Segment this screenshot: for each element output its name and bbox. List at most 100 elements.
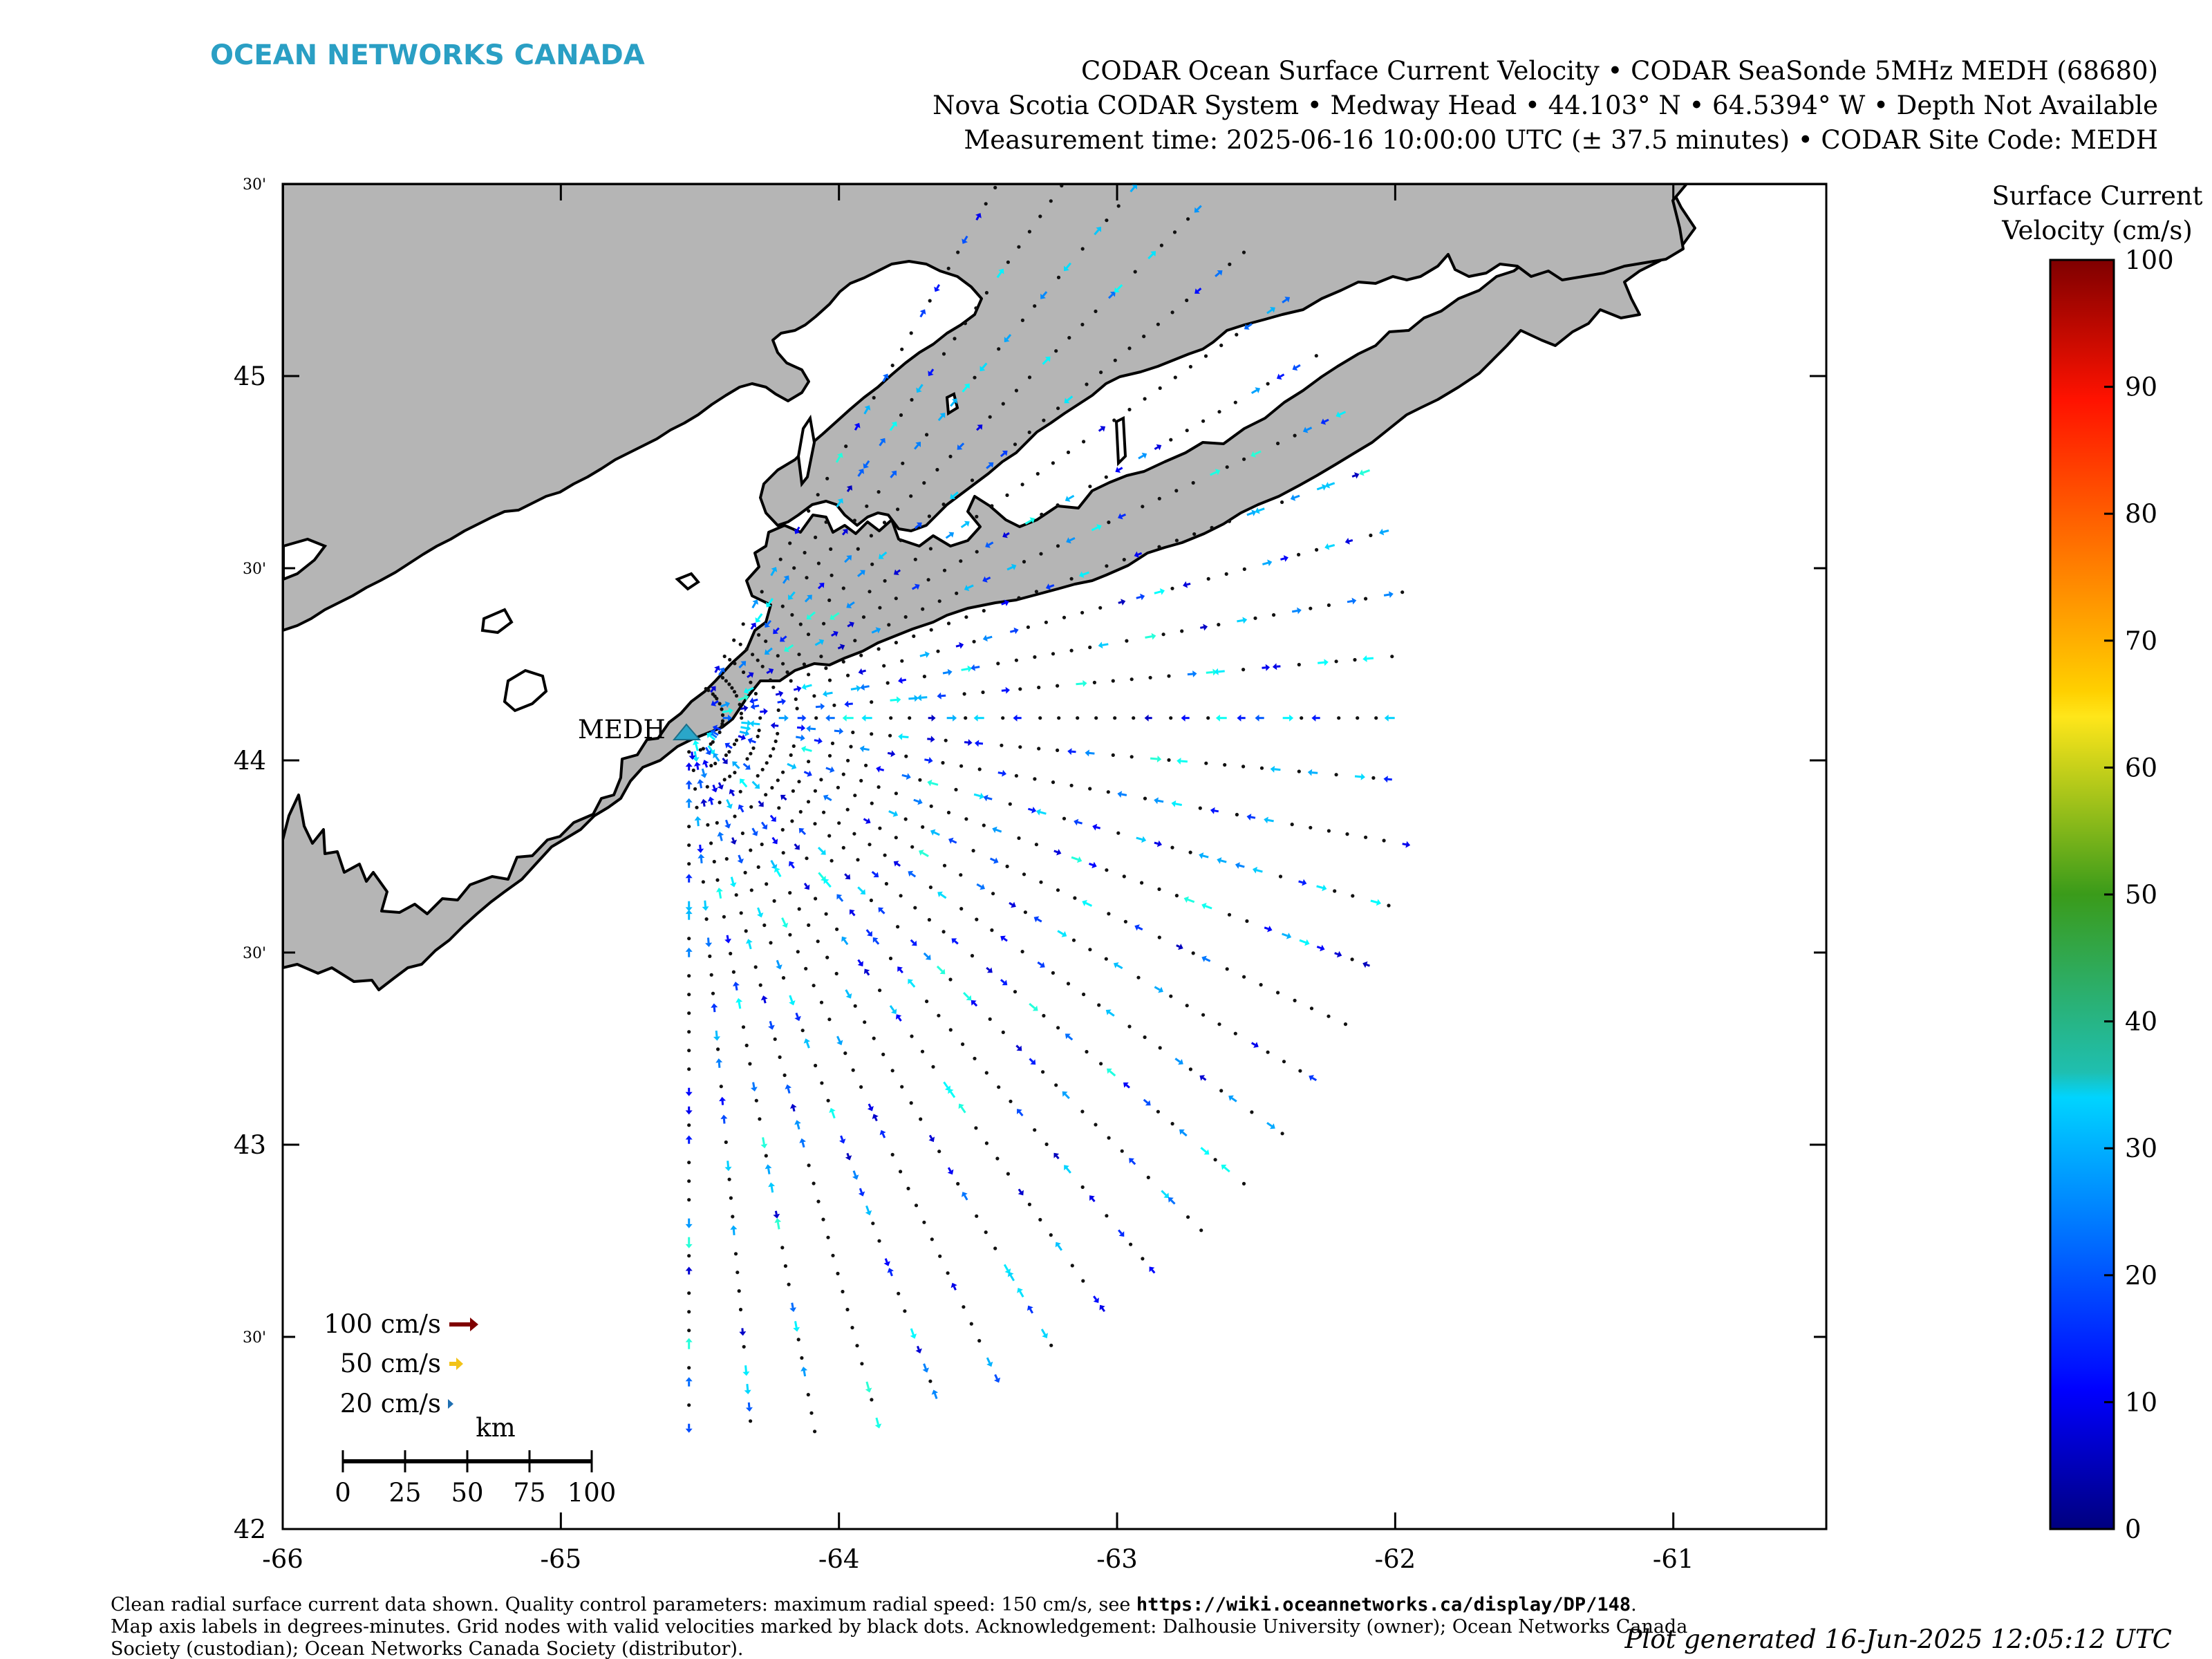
radial-vector — [859, 745, 870, 753]
radial-vector — [1174, 1058, 1183, 1065]
radial-vector — [685, 1237, 693, 1248]
radial-vector — [894, 569, 901, 575]
radial-vector — [1000, 450, 1008, 458]
grid-node — [955, 591, 959, 595]
grid-node — [1020, 950, 1024, 954]
grid-node — [856, 858, 860, 862]
radial-vector — [980, 362, 988, 372]
grid-node — [816, 561, 821, 565]
grid-node — [1235, 332, 1239, 337]
scale-label-0: 0 — [335, 1478, 351, 1508]
radial-vector — [1262, 664, 1271, 671]
radial-vector — [760, 1137, 768, 1149]
grid-node — [1022, 872, 1027, 877]
grid-node — [791, 744, 796, 748]
grid-node — [956, 250, 960, 254]
grid-node — [806, 632, 811, 637]
grid-node — [776, 708, 780, 712]
grid-node — [1066, 982, 1071, 986]
grid-node — [798, 622, 803, 626]
grid-node — [724, 1140, 728, 1144]
radial-vector — [1362, 961, 1371, 968]
grid-node — [739, 911, 743, 915]
grid-node — [809, 1411, 814, 1415]
grid-node — [1158, 386, 1162, 391]
grid-node — [831, 1253, 835, 1257]
grid-node — [975, 917, 979, 921]
grid-node — [771, 747, 776, 751]
grid-node — [990, 928, 994, 932]
radial-vector — [834, 727, 844, 735]
grid-node — [1353, 657, 1357, 662]
grid-node — [1099, 371, 1103, 375]
grid-node — [925, 1000, 929, 1004]
grid-node — [803, 550, 807, 555]
grid-node — [733, 662, 737, 666]
radial-vector — [928, 714, 936, 722]
grid-node — [1056, 544, 1060, 548]
grid-node — [1125, 639, 1129, 643]
grid-node — [877, 785, 881, 789]
radial-vector — [1079, 571, 1090, 578]
grid-node — [812, 1181, 816, 1185]
grid-node — [1094, 1123, 1098, 1127]
grid-node — [984, 290, 988, 295]
site-marker[interactable]: MEDH — [578, 715, 702, 744]
radial-vector — [836, 1035, 843, 1046]
grid-node — [859, 1085, 863, 1089]
grid-node — [1085, 382, 1089, 386]
grid-node — [788, 891, 792, 895]
radial-vector — [697, 779, 704, 789]
radial-vector — [745, 1402, 753, 1412]
radial-vector — [1201, 955, 1211, 962]
grid-node — [741, 1025, 746, 1029]
radial-vector — [1017, 1288, 1024, 1297]
grid-node — [859, 778, 863, 782]
radial-vector — [922, 1363, 929, 1373]
grid-node — [749, 848, 753, 852]
grid-node — [796, 1338, 800, 1342]
radial-vector — [1299, 939, 1310, 946]
radial-vector — [986, 966, 993, 973]
grid-node — [1290, 823, 1294, 827]
grid-node — [825, 955, 830, 959]
grid-node — [687, 1254, 691, 1258]
grid-node — [693, 787, 697, 791]
grid-node — [1088, 948, 1092, 952]
grid-node — [765, 882, 769, 886]
radial-vector — [722, 707, 733, 715]
grid-node — [1172, 230, 1177, 234]
grid-node — [731, 1215, 735, 1219]
radial-vector — [1130, 184, 1137, 193]
grid-node — [941, 503, 946, 507]
footer-wiki-link[interactable]: https://wiki.oceannetworks.ca/display/DP… — [1136, 1594, 1631, 1615]
grid-node — [1107, 521, 1111, 525]
radial-vector — [1379, 528, 1389, 536]
grid-node — [1122, 874, 1126, 879]
radial-vector — [971, 664, 980, 671]
radial-vector — [1292, 364, 1301, 371]
ref-arrow-20 — [448, 1399, 453, 1409]
radial-vector — [962, 1192, 968, 1201]
radial-vector — [707, 796, 715, 805]
grid-node — [909, 494, 913, 498]
radial-vector — [1179, 1129, 1188, 1137]
grid-node — [1186, 217, 1190, 221]
grid-node — [709, 973, 713, 977]
grid-node — [1157, 935, 1161, 939]
grid-node — [1113, 716, 1117, 720]
grid-node — [1133, 270, 1137, 274]
grid-node — [698, 748, 703, 752]
radial-vector — [985, 541, 994, 548]
grid-node — [1186, 1215, 1190, 1219]
radial-vector — [740, 778, 748, 788]
grid-node — [870, 1398, 874, 1402]
grid-node — [897, 1291, 901, 1295]
grid-node — [1153, 161, 1156, 165]
radial-vector — [836, 894, 844, 902]
grid-node — [1020, 482, 1024, 487]
grid-node — [807, 509, 811, 513]
radial-vector — [788, 591, 796, 600]
grid-node — [740, 716, 744, 720]
radial-vector — [1324, 482, 1335, 489]
